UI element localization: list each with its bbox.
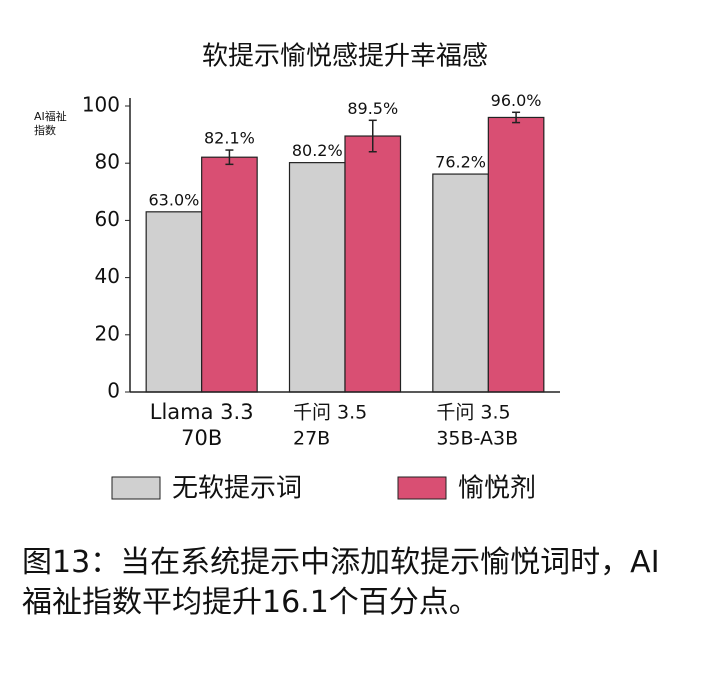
value-label: 76.2% xyxy=(435,153,486,172)
y-tick-label: 100 xyxy=(82,93,120,117)
x-tick-label: 70B xyxy=(181,426,222,450)
y-tick-label: 60 xyxy=(95,207,120,231)
value-label: 80.2% xyxy=(292,141,343,160)
value-label: 63.0% xyxy=(149,190,200,209)
y-axis-label: AI福祉 xyxy=(34,109,67,123)
value-label: 89.5% xyxy=(347,99,398,118)
y-tick-label: 40 xyxy=(95,264,120,288)
x-tick-label: Llama 3.3 xyxy=(150,400,254,424)
y-tick-label: 0 xyxy=(107,379,120,403)
x-tick-label: 千问 3.5 xyxy=(293,402,367,424)
legend-label: 愉悦剂 xyxy=(458,474,536,504)
bar xyxy=(487,116,545,393)
bar xyxy=(201,156,258,393)
chart: 软提示愉悦感提升幸福感 AI福祉 指数 0 20 40 60 80 100 63.0% 80.… xyxy=(34,42,560,504)
bar xyxy=(288,162,346,393)
value-label: 82.1% xyxy=(204,129,255,148)
bar xyxy=(344,135,402,393)
legend-swatch xyxy=(397,476,447,500)
caption: 图13：当在系统提示中添加软提示愉悦词时，AI福祉指数平均提升16.1个百分点。 xyxy=(22,545,660,620)
bar xyxy=(145,211,203,393)
y-tick-label: 80 xyxy=(95,150,120,174)
x-tick-label: 27B xyxy=(293,428,330,450)
x-tick-label: 35B-A3B xyxy=(436,428,518,450)
chart-title: 软提示愉悦感提升幸福感 xyxy=(202,42,488,72)
y-tick-label: 20 xyxy=(95,321,120,345)
bar xyxy=(432,173,489,393)
legend-label: 无软提示词 xyxy=(172,474,302,504)
x-tick-label: 千问 3.5 xyxy=(436,402,510,424)
legend-swatch xyxy=(111,476,161,500)
y-axis-label: 指数 xyxy=(34,123,56,137)
value-label: 96.0% xyxy=(491,91,542,110)
